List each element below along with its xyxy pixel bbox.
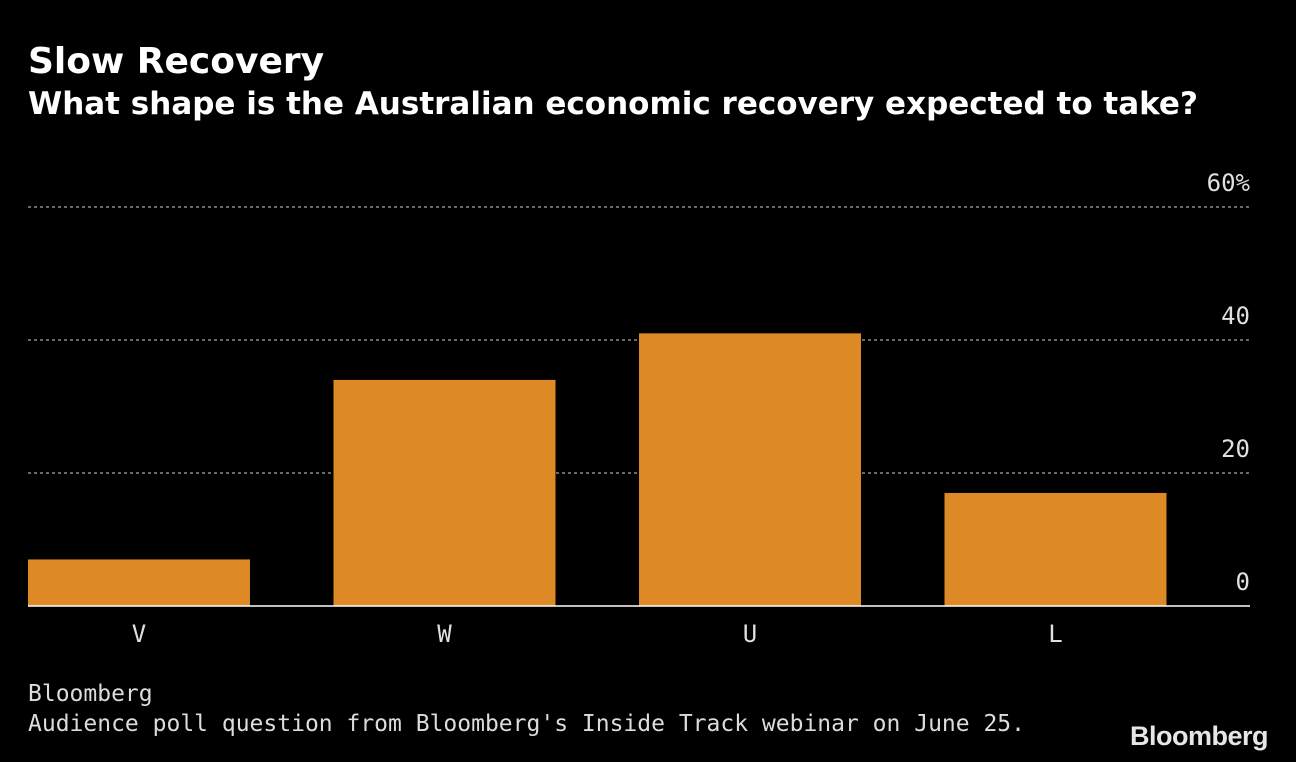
y-tick-label: 60% [1207, 169, 1251, 197]
bar-l [944, 492, 1167, 606]
x-tick-label: V [132, 620, 146, 648]
bars [28, 333, 1167, 606]
bar-w [333, 379, 556, 606]
bloomberg-logo: Bloomberg [1129, 721, 1269, 751]
source-label: Bloomberg [28, 681, 153, 707]
y-tick-label: 20 [1221, 435, 1250, 463]
tick-labels: 0 20 40 60% V W U L [132, 169, 1251, 648]
chart-title: Slow Recovery [28, 41, 325, 82]
x-tick-label: U [743, 620, 757, 648]
chart-subtitle: What shape is the Australian economic re… [28, 86, 1198, 122]
footnote: Audience poll question from Bloomberg's … [28, 711, 1025, 737]
x-tick-label: W [437, 620, 452, 648]
bar-u [639, 333, 861, 606]
y-tick-label: 40 [1221, 302, 1250, 330]
x-tick-label: L [1048, 620, 1062, 648]
y-tick-label: 0 [1236, 568, 1250, 596]
bar-v [28, 559, 250, 606]
